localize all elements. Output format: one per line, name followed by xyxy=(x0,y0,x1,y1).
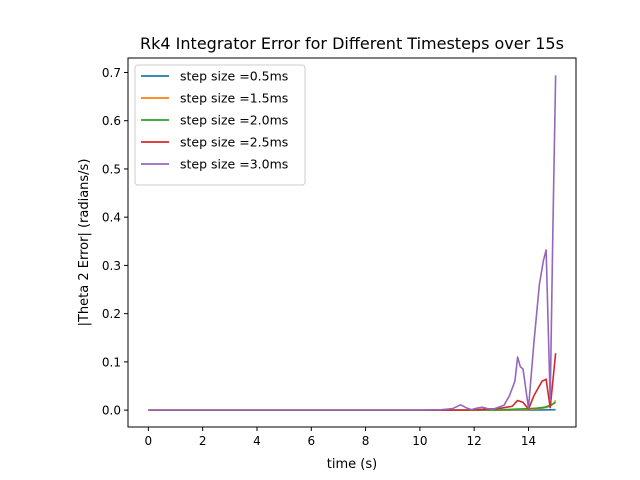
y-tick-label: 0.6 xyxy=(102,114,121,128)
chart-title: Rk4 Integrator Error for Different Times… xyxy=(140,34,564,53)
y-axis-label: |Theta 2 Error| (radians/s) xyxy=(77,159,92,327)
y-tick-label: 0.4 xyxy=(102,211,121,225)
y-tick-label: 0.2 xyxy=(102,307,121,321)
plot-frame xyxy=(127,57,577,428)
x-tick-label: 0 xyxy=(145,434,153,448)
x-tick-label: 14 xyxy=(521,434,536,448)
legend-label: step size =2.0ms xyxy=(180,113,288,128)
legend-box xyxy=(134,64,306,186)
y-tick-label: 0.5 xyxy=(102,162,121,176)
y-tick-label: 0.0 xyxy=(102,404,121,418)
legend-label: step size =3.0ms xyxy=(180,157,288,172)
x-axis-ticks: 0 2 4 6 8 10 12 14 xyxy=(145,427,536,448)
series-line-5 xyxy=(148,75,557,411)
x-tick-label: 12 xyxy=(467,434,482,448)
x-tick-label: 4 xyxy=(253,434,261,448)
legend-label: step size =2.5ms xyxy=(180,135,288,150)
x-tick-label: 6 xyxy=(307,434,315,448)
y-tick-label: 0.7 xyxy=(102,66,121,80)
y-tick-label: 0.3 xyxy=(102,259,121,273)
legend-label: step size =1.5ms xyxy=(180,91,288,106)
y-tick-label: 0.1 xyxy=(102,355,121,369)
legend: step size =0.5ms step size =1.5ms step siz… xyxy=(134,64,306,186)
x-axis-label: time (s) xyxy=(327,457,377,472)
y-axis-ticks: 0.0 0.1 0.2 0.3 0.4 0.5 0.6 0.7 xyxy=(102,66,128,418)
x-tick-label: 10 xyxy=(412,434,427,448)
x-tick-label: 2 xyxy=(199,434,207,448)
series-lines xyxy=(148,75,557,411)
legend-label: step size =0.5ms xyxy=(180,69,288,84)
x-tick-label: 8 xyxy=(362,434,370,448)
